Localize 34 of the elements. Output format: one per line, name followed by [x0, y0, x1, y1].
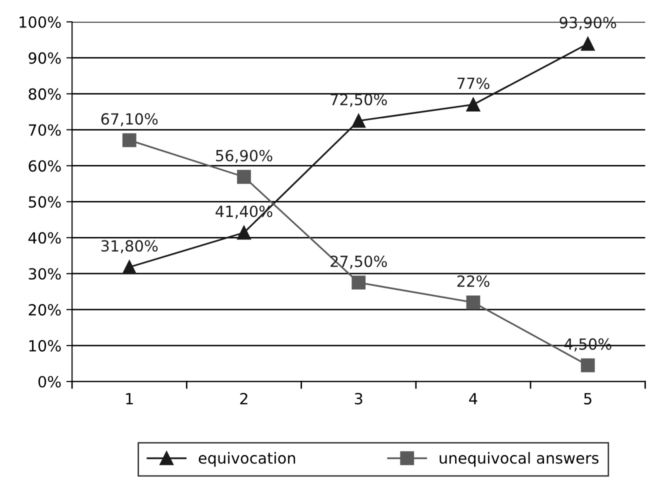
y-tick-label: 50%: [28, 196, 61, 208]
y-tick-label: 100%: [20, 16, 61, 28]
y-tick-label: 30%: [28, 268, 61, 280]
y-tick-label: 40%: [28, 232, 61, 244]
point: [580, 36, 595, 51]
data-label: 67,10%: [101, 113, 158, 126]
legend-label: unequivocal answers: [440, 452, 598, 467]
y-tick-label: 60%: [28, 160, 61, 172]
x-tick-label: 1: [126, 393, 133, 404]
data-label: 56,90%: [216, 150, 272, 163]
point: [122, 133, 136, 148]
x-tick-label: 4: [469, 393, 478, 404]
data-label: 77%: [458, 78, 490, 90]
point: [580, 358, 595, 372]
legend-label: equivocation: [198, 452, 296, 467]
x-tick-label: 5: [584, 393, 592, 404]
y-tick-label: 10%: [29, 340, 61, 352]
point: [466, 295, 480, 310]
point: [352, 114, 366, 128]
point: [122, 260, 136, 274]
point: [237, 226, 251, 240]
x-tick-label: 3: [354, 392, 362, 404]
y-tick-label: 70%: [28, 124, 61, 136]
point: [466, 98, 480, 112]
y-tick-label: 90%: [28, 52, 61, 64]
point: [352, 276, 366, 290]
x-tick-label: 2: [240, 392, 248, 404]
y-tick-label: 0%: [38, 376, 61, 388]
y-tick-label: 80%: [28, 88, 61, 100]
point: [237, 170, 251, 184]
data-label: 72,50%: [330, 94, 387, 107]
data-label: 22%: [457, 275, 490, 287]
y-tick-label: 20%: [28, 304, 61, 316]
data-label: 31,80%: [101, 240, 158, 254]
